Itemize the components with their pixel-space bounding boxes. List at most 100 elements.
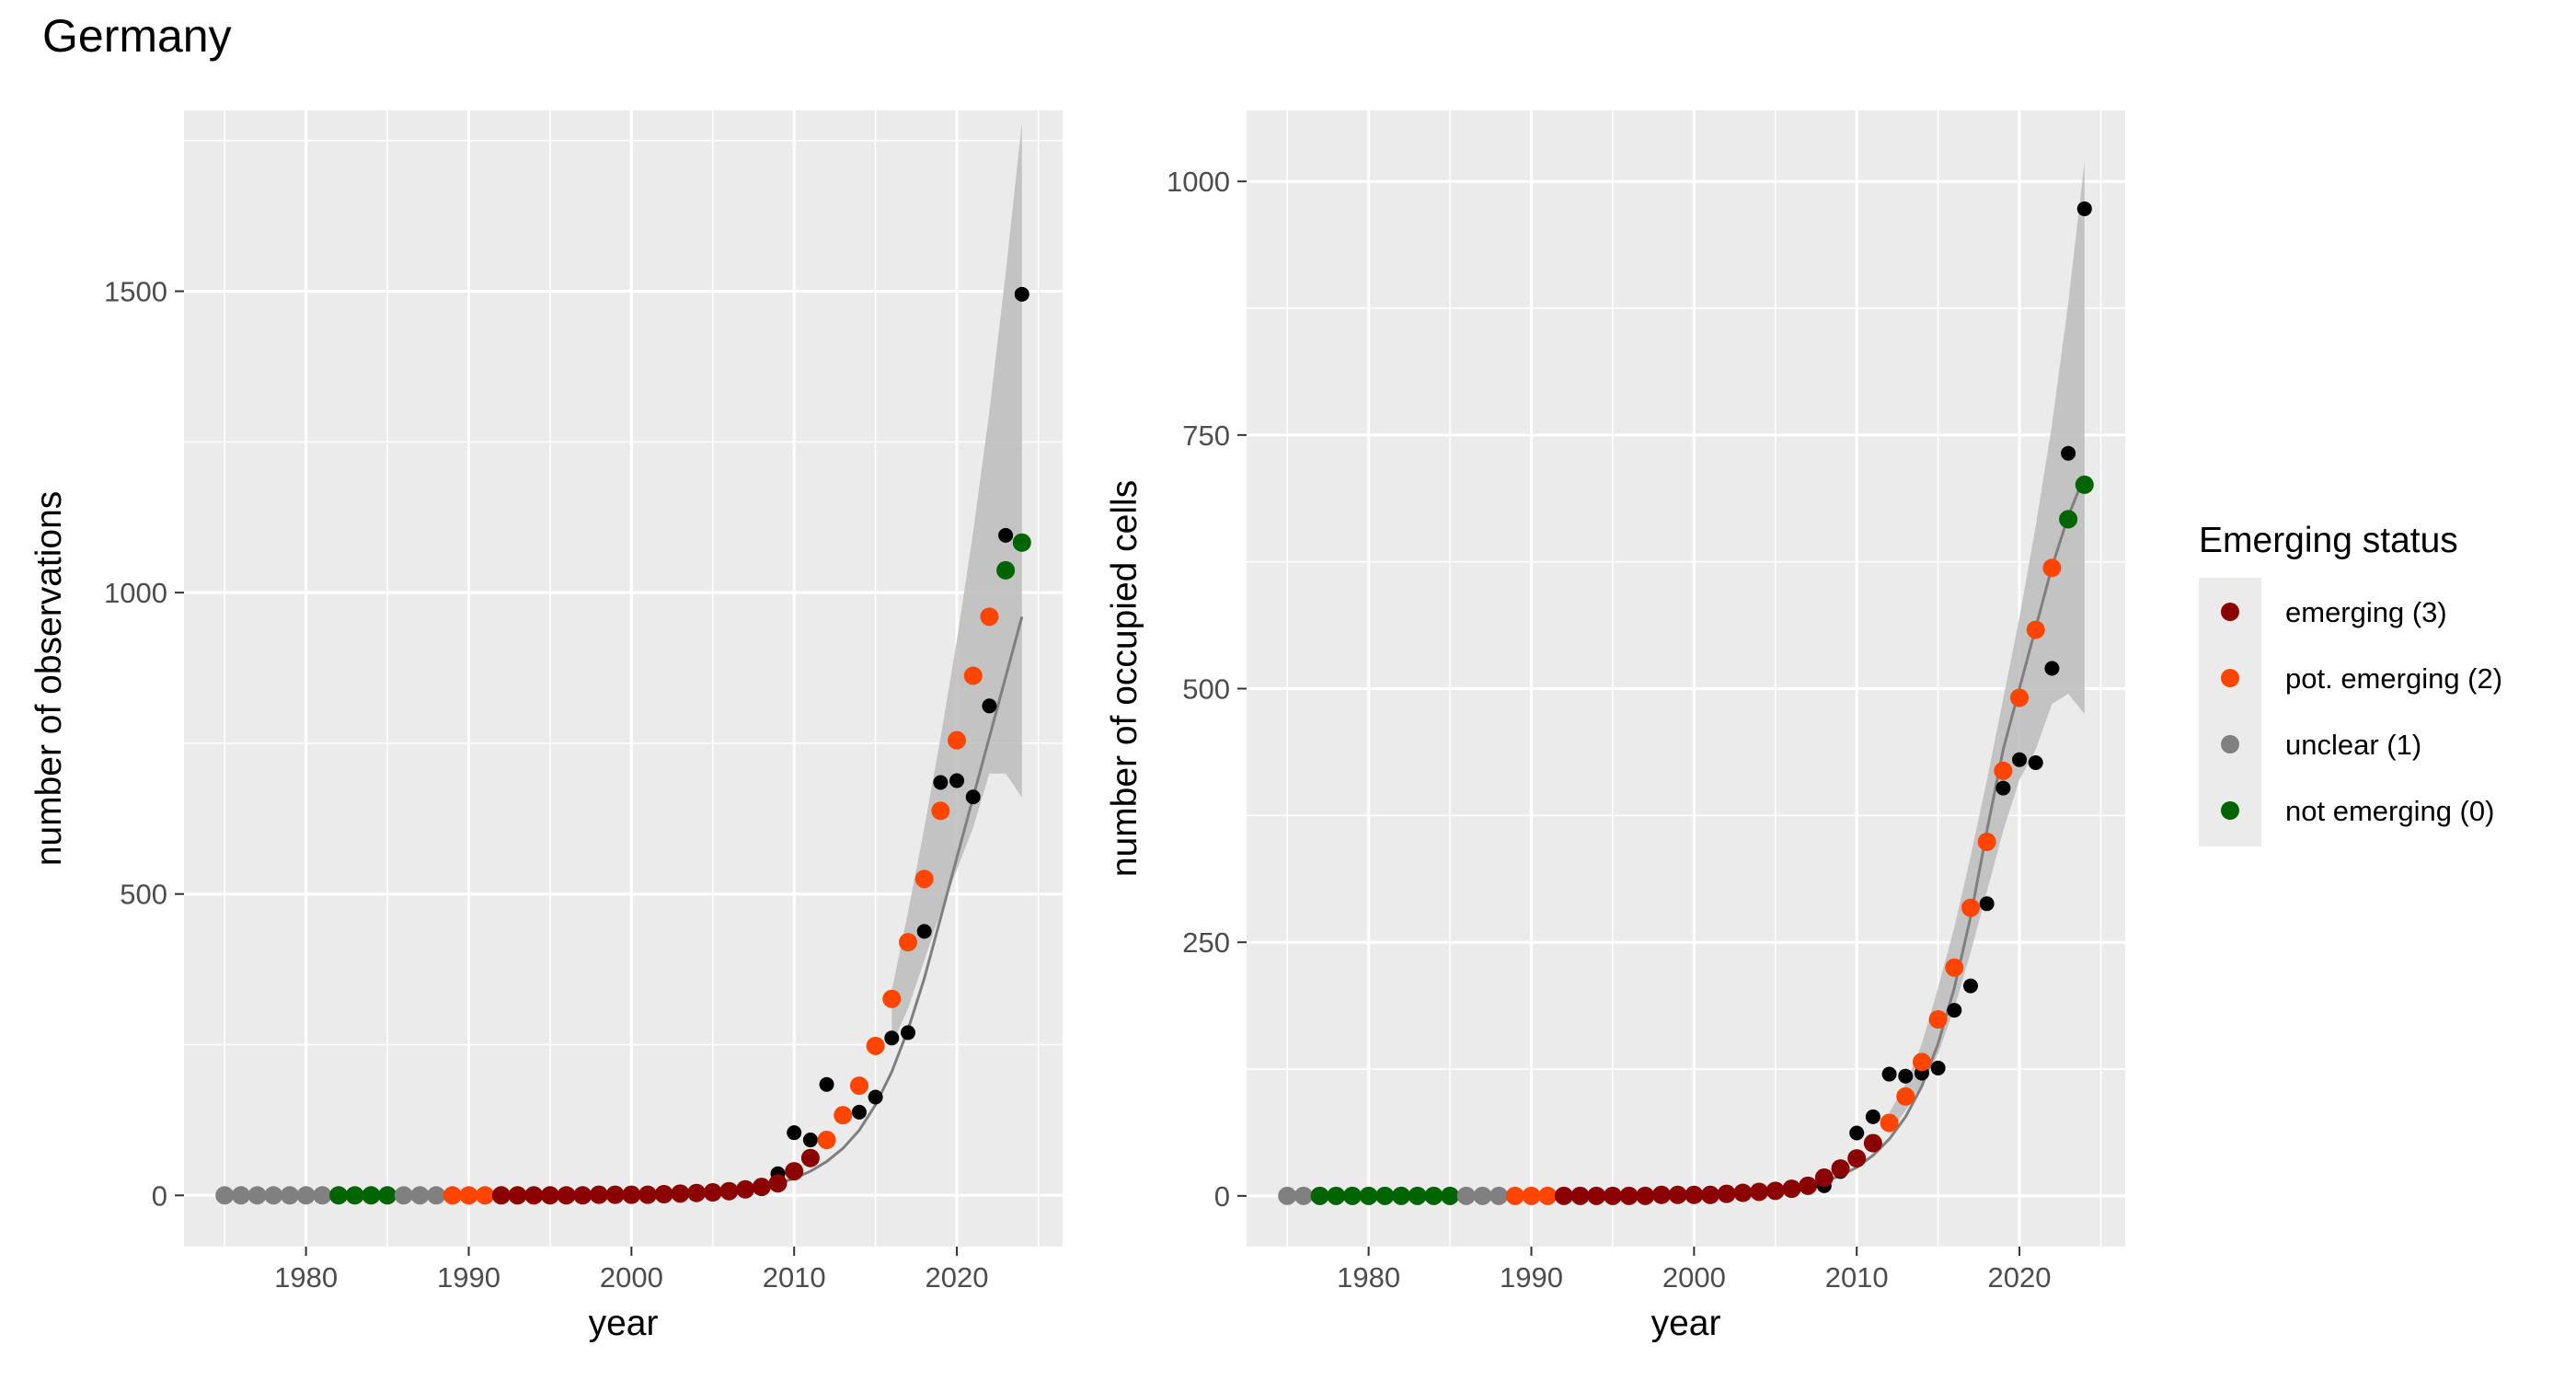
fitted-status-point [785,1162,804,1181]
fitted-status-point [1603,1186,1622,1205]
confidence-band [1889,161,2085,1133]
fitted-status-point [2010,688,2030,707]
y-tick-label: 500 [120,879,167,911]
fitted-status-point [914,869,934,889]
fitted-status-point [1327,1186,1346,1205]
legend-key-2 [2221,669,2239,687]
x-tick-label: 2020 [926,1261,989,1294]
fitted-status-point [1636,1186,1655,1205]
fitted-status-point [2042,558,2062,578]
legend-label-2: pot. emerging (2) [2285,662,2502,695]
fitted-status-point [1977,833,1996,852]
fitted-status-point [980,607,999,627]
fitted-status-point [948,730,967,750]
fitted-status-point [1701,1185,1720,1204]
fitted-status-point [800,1148,820,1167]
fitted-status-point [1587,1186,1606,1205]
legend-label-3: unclear (1) [2285,729,2421,761]
fitted-status-point [573,1186,592,1205]
x-tick-label: 2010 [1825,1261,1889,1294]
observed-point [949,773,965,788]
fitted-status-point [736,1179,755,1199]
y-tick-label: 1000 [1167,166,1230,198]
observed-point [965,789,981,805]
fitted-status-point [589,1185,608,1204]
fitted-status-point [1994,761,2013,780]
legend: Emerging status emerging (3) pot. emerging… [2199,521,2502,846]
fitted-status-point [378,1186,397,1205]
fitted-status-point [1538,1186,1558,1205]
fitted-status-point [524,1186,544,1205]
y-tick-label: 0 [1214,1180,1230,1213]
fitted-status-point [1424,1186,1443,1205]
fitted-status-point [1961,898,1980,917]
fitted-status-point [703,1183,722,1202]
fitted-status-point [1831,1159,1850,1179]
fitted-status-point [1392,1186,1411,1205]
fitted-status-point [1750,1182,1769,1202]
fitted-status-point [1912,1052,1931,1072]
fitted-status-point [1342,1186,1362,1205]
fitted-status-point [491,1186,511,1205]
fitted-status-point [1799,1176,1818,1195]
observed-point [2012,752,2028,767]
fitted-status-point [215,1186,235,1205]
fitted-status-point [1456,1186,1476,1205]
observed-point [1898,1068,1914,1084]
fitted-status-point [1441,1186,1460,1205]
observed-point [819,1076,834,1092]
observed-point [884,1030,900,1046]
fitted-status-point [264,1186,283,1205]
observed-point [1930,1060,1946,1075]
panel-background [1247,110,2125,1247]
fitted-status-point [394,1186,413,1205]
y-axis-title: number of observations [29,491,69,867]
fitted-status-point [280,1186,299,1205]
y-tick-label: 1000 [104,577,167,609]
legend-key-3 [2221,735,2239,753]
fitted-status-point [508,1186,527,1205]
fitted-status-point [866,1036,885,1055]
observed-point [851,1104,867,1120]
observed-point [1947,1003,1962,1018]
fitted-status-point [1896,1087,1915,1106]
observed-point [2061,445,2076,461]
fitted-status-point [427,1186,446,1205]
legend-label-1: emerging (3) [2285,596,2447,628]
fitted-status-point [817,1131,836,1150]
observed-point [1865,1109,1880,1124]
fitted-status-point [1847,1149,1867,1168]
y-tick-label: 750 [1182,420,1230,452]
observed-point [2028,755,2043,771]
page-title: Germany [42,10,232,62]
fitted-status-point [2075,475,2094,494]
panel-1: 1980 1990 2000 2010 2020 0 500 1000 1500 year numb… [29,110,1063,1343]
fitted-status-point [296,1186,316,1205]
y-tick-label: 250 [1182,926,1230,959]
fitted-status-point [1651,1185,1671,1204]
fitted-status-point [768,1174,788,1193]
fitted-status-point [1505,1186,1524,1205]
fitted-status-point [671,1184,690,1203]
fitted-status-point [1375,1186,1395,1205]
fitted-status-point [1880,1113,1899,1133]
fitted-status-point [1733,1183,1753,1202]
observed-point [933,775,949,790]
fitted-status-point [882,989,902,1008]
y-tick-label: 500 [1182,673,1230,706]
fitted-status-point [2059,510,2078,529]
fitted-status-point [1928,1010,1948,1029]
fitted-status-point [752,1178,771,1197]
x-tick-label: 1990 [437,1261,500,1294]
fitted-status-point [996,560,1016,580]
observed-point [868,1089,883,1105]
fitted-status-point [1863,1133,1882,1153]
fitted-status-point [834,1106,853,1125]
fitted-status-point [1408,1186,1427,1205]
fitted-status-point [638,1185,658,1204]
fitted-status-point [1782,1179,1801,1199]
fitted-status-point [231,1186,250,1205]
fitted-status-point [1012,533,1031,552]
fitted-status-point [1765,1181,1785,1201]
